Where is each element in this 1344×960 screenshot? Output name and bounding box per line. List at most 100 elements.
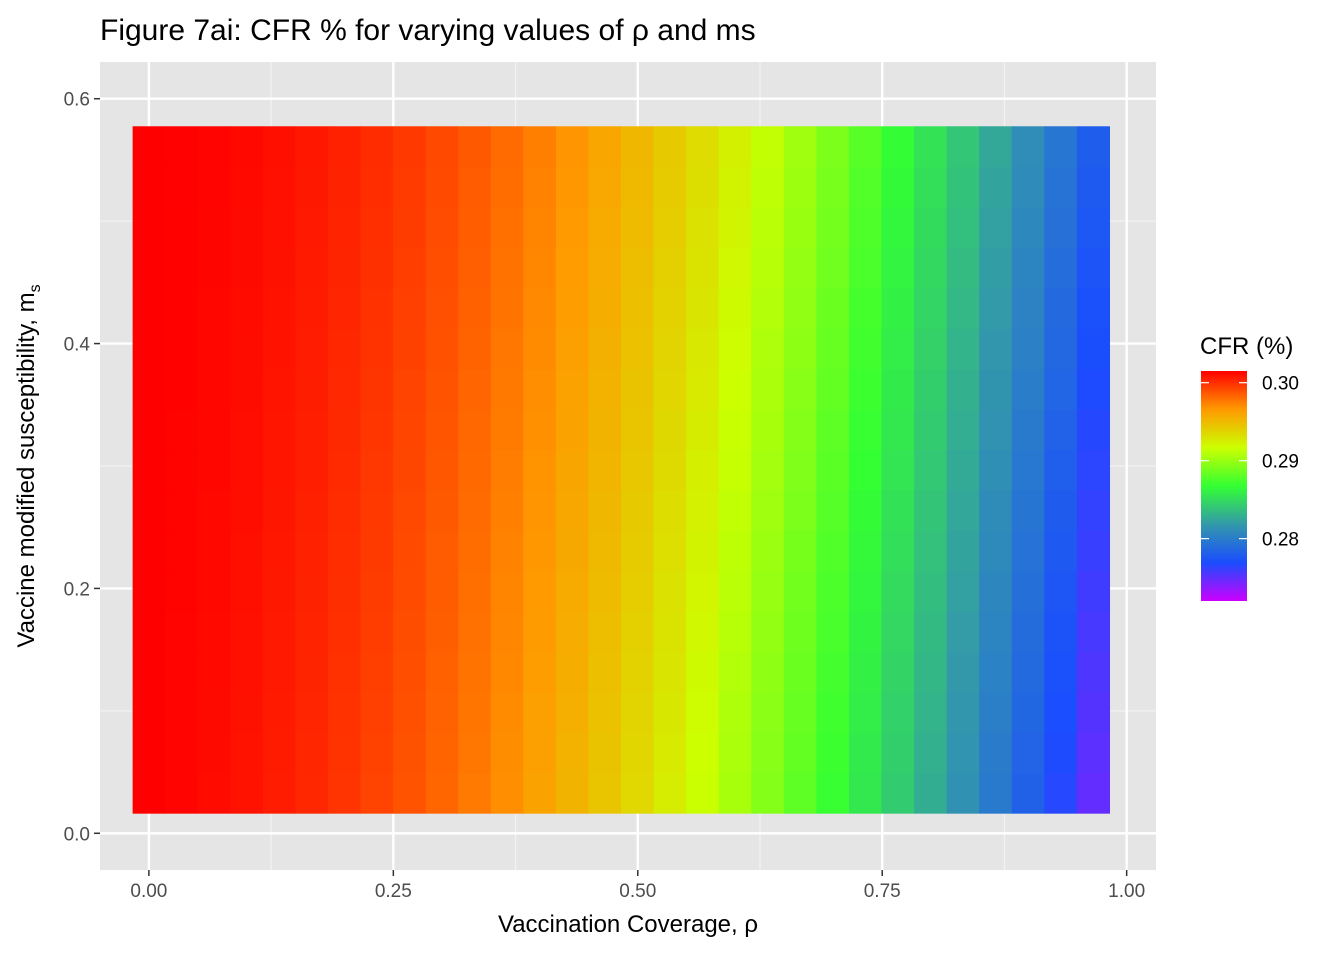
- heatmap-tile: [783, 732, 817, 774]
- legend-tick-label: 0.29: [1262, 452, 1299, 473]
- heatmap-tile: [621, 530, 655, 572]
- heatmap-tile: [295, 166, 329, 208]
- heatmap-tile: [588, 247, 622, 289]
- heatmap-tile: [946, 489, 980, 531]
- heatmap-tile: [262, 772, 297, 814]
- heatmap-tile: [165, 489, 199, 531]
- heatmap-tile: [1076, 247, 1111, 289]
- heatmap-tile: [1044, 247, 1078, 289]
- heatmap-tile: [653, 691, 687, 733]
- heatmap-tile: [914, 328, 948, 370]
- heatmap-tile: [490, 126, 524, 168]
- heatmap-tile: [946, 126, 980, 168]
- heatmap-tile: [979, 732, 1013, 774]
- heatmap-tile: [783, 126, 817, 168]
- heatmap-tile: [751, 772, 785, 814]
- heatmap-tile: [490, 570, 524, 612]
- heatmap-tile: [816, 732, 850, 774]
- heatmap-tile: [751, 328, 785, 370]
- heatmap-tile: [1044, 651, 1078, 693]
- heatmap-tile: [848, 166, 883, 208]
- heatmap-tile: [295, 126, 329, 168]
- heatmap-tile: [816, 126, 850, 168]
- heatmap-tile: [132, 247, 166, 289]
- heatmap-tile: [816, 651, 850, 693]
- heatmap-tile: [588, 611, 622, 653]
- heatmap-tile: [588, 287, 622, 329]
- heatmap-tile: [490, 449, 524, 491]
- heatmap-tile: [946, 530, 980, 572]
- heatmap-tile: [132, 126, 166, 168]
- heatmap-tile: [165, 328, 199, 370]
- heatmap-tile: [360, 328, 394, 370]
- heatmap-tile: [230, 207, 264, 249]
- heatmap-tile: [848, 530, 883, 572]
- heatmap-tile: [295, 247, 329, 289]
- heatmap-tile: [262, 691, 297, 733]
- heatmap-tile: [425, 409, 459, 451]
- heatmap-tile: [848, 287, 883, 329]
- heatmap-tile: [979, 247, 1013, 289]
- heatmap-tile: [1076, 489, 1111, 531]
- heatmap-tile: [165, 732, 199, 774]
- heatmap-tile: [360, 611, 394, 653]
- heatmap-tile: [783, 772, 817, 814]
- heatmap-tile: [132, 287, 166, 329]
- heatmap-tile: [979, 207, 1013, 249]
- heatmap-tile: [555, 691, 590, 733]
- heatmap-tile: [523, 530, 557, 572]
- heatmap-tile: [197, 409, 231, 451]
- heatmap-tile: [490, 166, 524, 208]
- heatmap-tile: [1011, 328, 1045, 370]
- heatmap-tile: [881, 287, 915, 329]
- heatmap-tile: [588, 166, 622, 208]
- heatmap-tile: [165, 126, 199, 168]
- heatmap-tile: [621, 207, 655, 249]
- heatmap-tile: [588, 207, 622, 249]
- heatmap-tile: [360, 287, 394, 329]
- heatmap-tile: [165, 611, 199, 653]
- heatmap-tile: [555, 409, 590, 451]
- heatmap-tile: [783, 207, 817, 249]
- heatmap-tile: [621, 409, 655, 451]
- heatmap-tile: [816, 368, 850, 410]
- heatmap-tile: [686, 207, 720, 249]
- heatmap-tile: [262, 126, 297, 168]
- heatmap-tile: [751, 287, 785, 329]
- heatmap-tile: [653, 489, 687, 531]
- heatmap-tile: [946, 570, 980, 612]
- heatmap-tile: [751, 368, 785, 410]
- heatmap-tile: [1044, 772, 1078, 814]
- heatmap-tile: [653, 570, 687, 612]
- heatmap-tile: [653, 166, 687, 208]
- heatmap-tile: [848, 691, 883, 733]
- heatmap-tile: [360, 166, 394, 208]
- heatmap-tile: [360, 409, 394, 451]
- heatmap-tile: [458, 409, 492, 451]
- heatmap-tile: [783, 409, 817, 451]
- heatmap-tile: [360, 732, 394, 774]
- heatmap-tile: [751, 247, 785, 289]
- heatmap-tile: [132, 409, 166, 451]
- heatmap-tile: [686, 287, 720, 329]
- heatmap-tile: [653, 328, 687, 370]
- heatmap-tile: [621, 732, 655, 774]
- heatmap-tile: [1044, 287, 1078, 329]
- heatmap-tile: [621, 328, 655, 370]
- heatmap-tile: [555, 570, 590, 612]
- heatmap-tile: [881, 409, 915, 451]
- heatmap-tile: [686, 570, 720, 612]
- heatmap-tile: [914, 287, 948, 329]
- heatmap-tile: [848, 328, 883, 370]
- heatmap-tile: [165, 449, 199, 491]
- heatmap-tile: [197, 489, 231, 531]
- heatmap-tile: [881, 651, 915, 693]
- heatmap-tile: [197, 611, 231, 653]
- heatmap-tile: [458, 611, 492, 653]
- heatmap-tile: [327, 287, 362, 329]
- heatmap-tile: [327, 570, 362, 612]
- heatmap-tile: [490, 772, 524, 814]
- heatmap-tile: [230, 611, 264, 653]
- heatmap-tile: [914, 611, 948, 653]
- heatmap-tile: [914, 732, 948, 774]
